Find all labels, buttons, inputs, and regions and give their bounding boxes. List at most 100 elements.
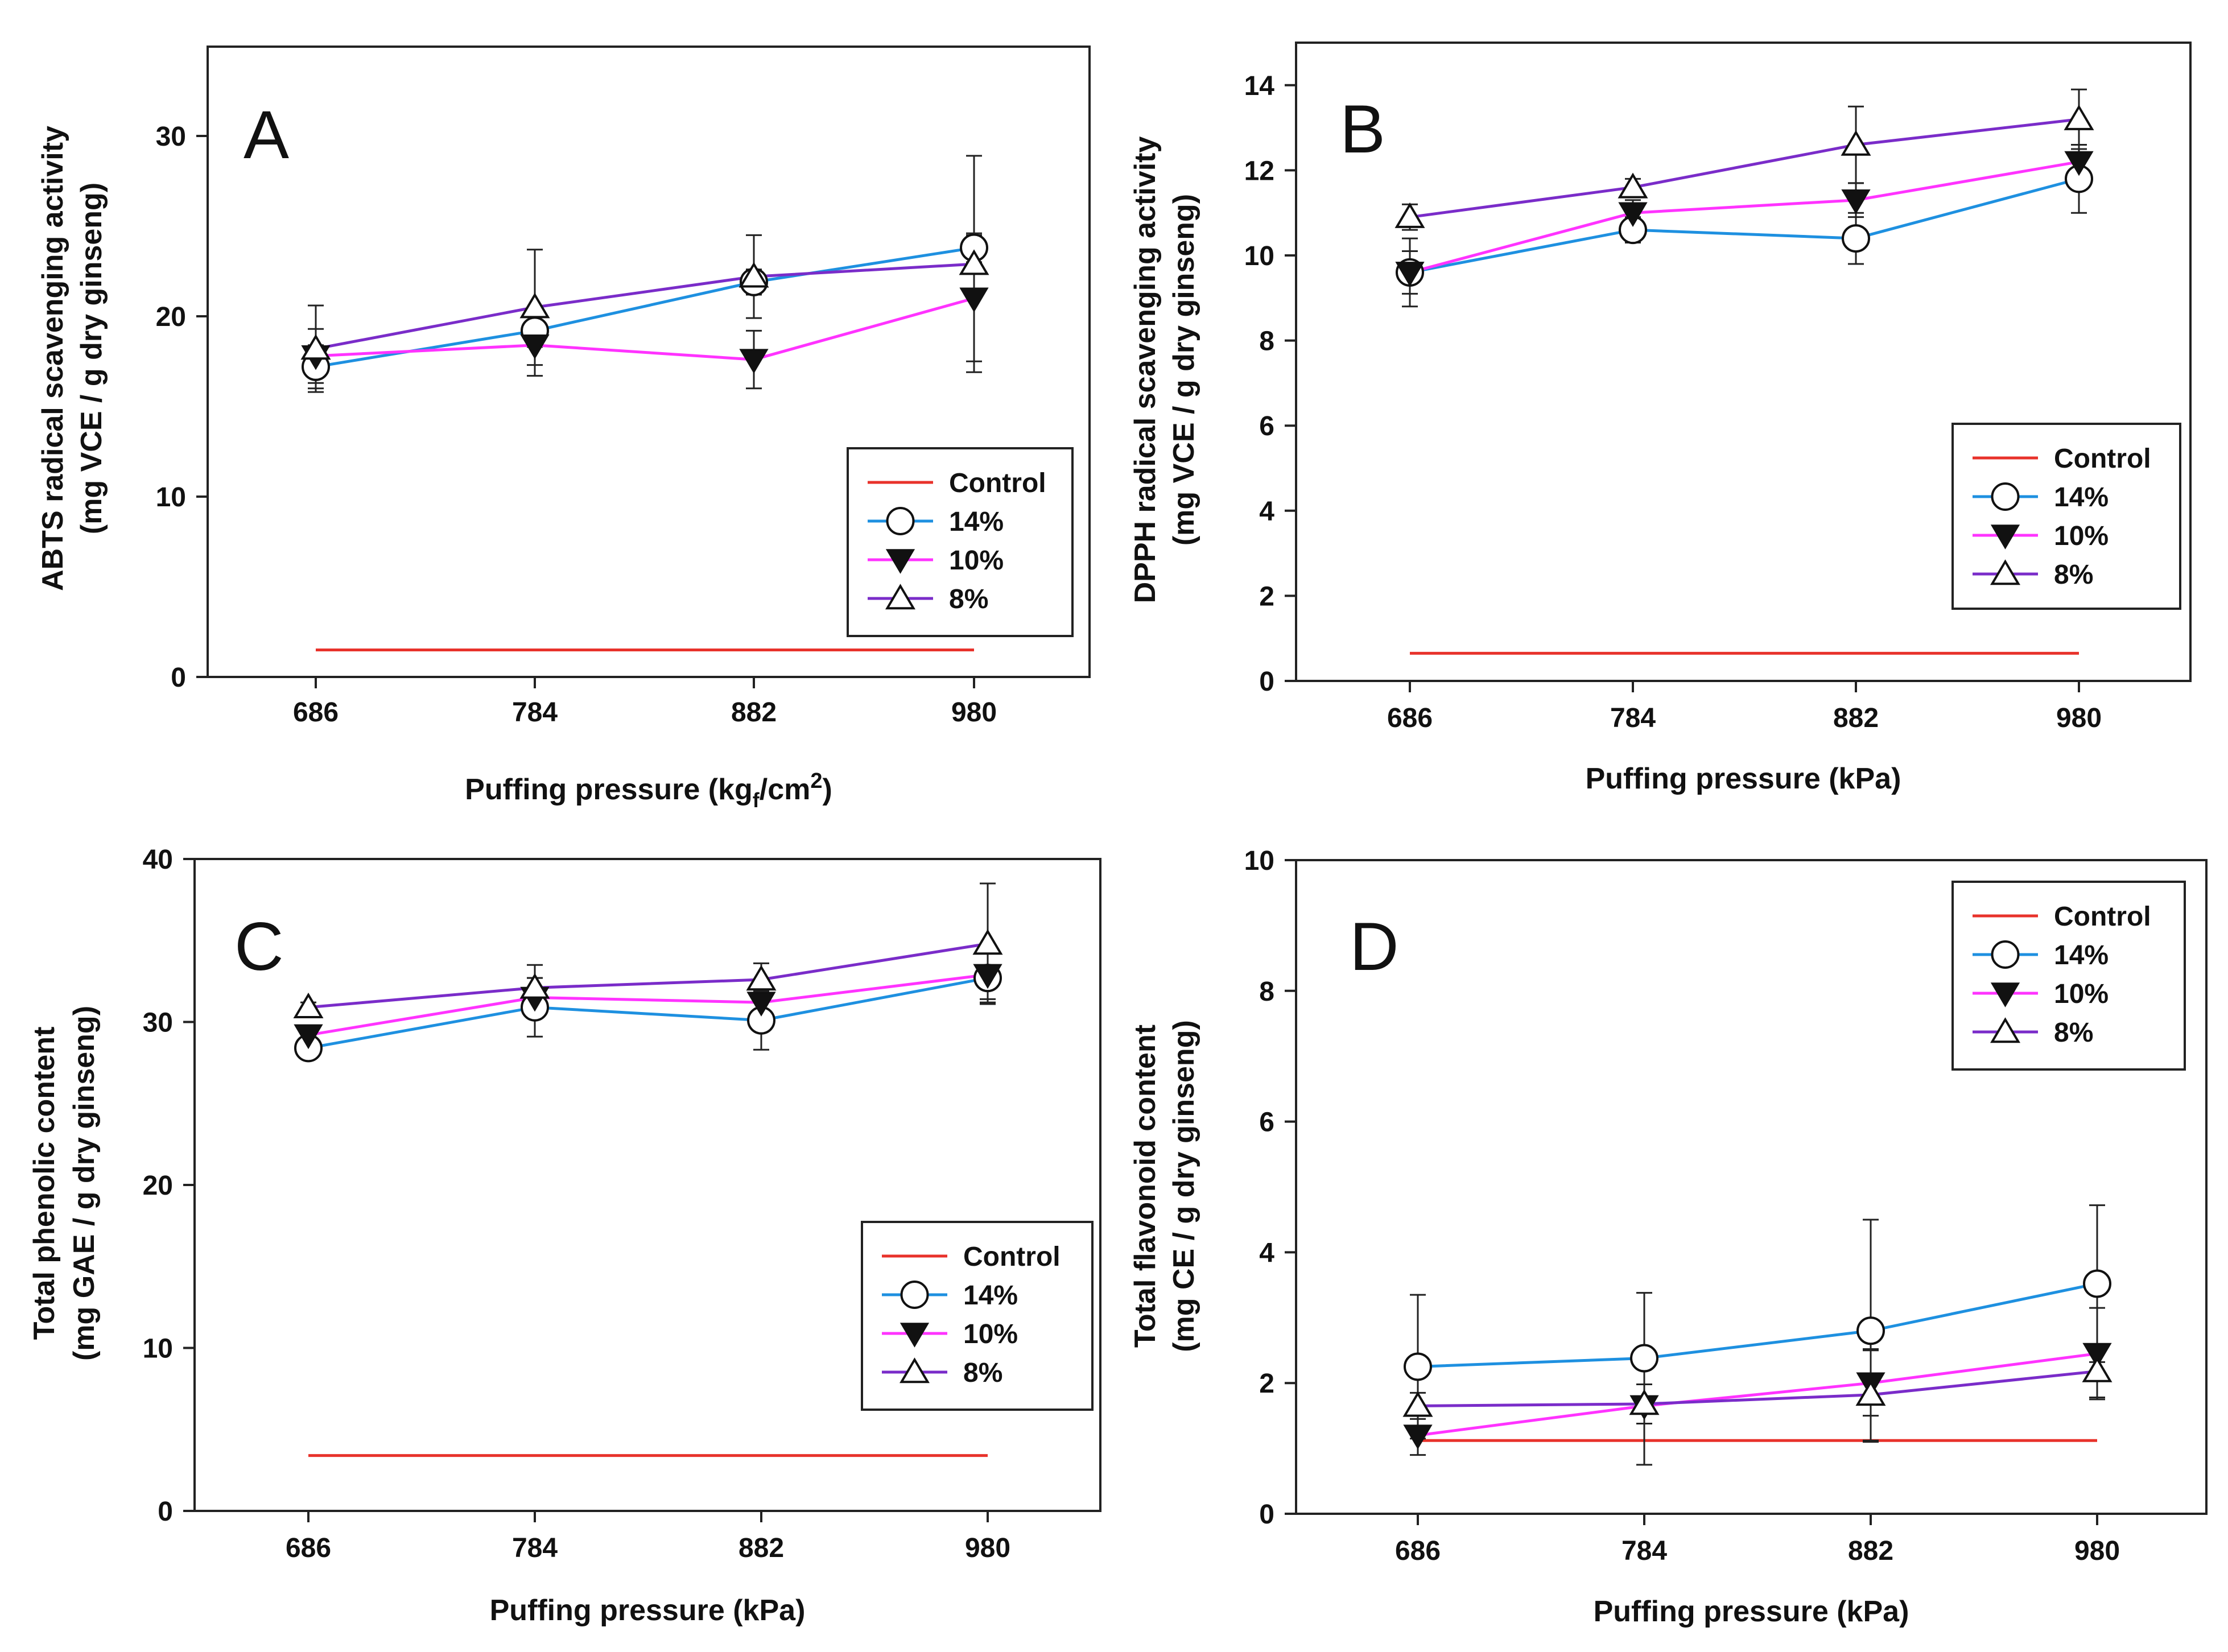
plot-area [293,882,1003,1457]
x-tick-label: 882 [1848,1536,1893,1566]
y-tick-label: 30 [143,1008,173,1038]
legend-label: 10% [2054,521,2109,551]
legend-box [847,447,1074,637]
legend: Control 14% 10% 8% [1951,423,2181,610]
point-10pct [1395,262,1425,287]
point-8pct [746,965,777,991]
x-tick-label: 784 [512,1533,558,1563]
legend-box [1951,881,2186,1071]
y-tick-label: 2 [1259,1369,1274,1399]
y-tick-label: 30 [156,122,186,152]
point-8pct [1402,1391,1433,1417]
y-tick-label: 0 [158,1497,173,1527]
legend-label: 10% [949,546,1004,576]
legend-marker [1990,559,2020,585]
legend-marker [1991,940,2020,969]
legend-marker [1991,482,2020,511]
legend-label: 14% [2054,482,2109,513]
legend-marker [900,1323,930,1348]
point-8pct [300,334,331,360]
y-axis: 0 2 4 6 8 10 12 14 DPPH radical scavenging activ… [1129,71,1296,697]
series-14pct-line [308,976,988,1050]
y-axis-title: Total phenolic content [28,1027,61,1340]
x-tick-label: 980 [965,1533,1010,1563]
legend-label: Control [2054,902,2151,932]
y-tick-label: 4 [1259,497,1274,527]
y-tick-label: 10 [1244,846,1274,876]
point-10pct [746,992,776,1017]
x-axis: 686 784 882 980 Puffing pressure (kgf/cm2) [293,677,997,812]
legend-marker [1990,1017,2020,1043]
series-14pct-line [1409,177,2080,274]
legend-marker [885,584,915,610]
point-10pct [959,287,989,313]
y-tick-label: 10 [156,482,186,513]
y-axis-title-units: (mg CE / g dry ginseng) [1167,1020,1200,1352]
plot-frame [1295,42,2192,682]
legend-box [1951,423,2181,610]
y-tick-label: 12 [1244,156,1274,186]
y-axis-title-units: (mg VCE / g dry ginseng) [75,183,108,534]
y-tick-label: 14 [1244,71,1275,101]
legend-marker [900,1281,929,1309]
y-tick-label: 10 [1244,241,1274,271]
plot-area [1394,88,2094,655]
point-8pct [2064,104,2094,130]
y-tick-label: 0 [1259,667,1274,697]
panel-c: C 0 10 20 30 40 Total phenolic content (mg GAE… [28,845,1101,1627]
legend: Control 14% 10% 8% [1951,881,2186,1071]
point-10pct [1403,1424,1433,1449]
x-axis-title: Puffing pressure (kPa) [1586,762,1901,795]
x-tick-label: 980 [2056,703,2102,733]
legend-label: 10% [2054,979,2109,1009]
legend-box [861,1221,1094,1411]
point-8pct [519,973,550,999]
y-tick-label: 6 [1259,411,1274,441]
y-tick-label: 4 [1259,1238,1274,1268]
plot-frame [1295,859,2208,1515]
x-tick-label: 980 [2074,1536,2120,1566]
y-axis: 0 2 4 6 8 10 Total flavonoid content (mg CE / g… [1129,846,1296,1530]
legend: Control 14% 10% 8% [861,1221,1094,1411]
y-axis: 0 10 20 30 ABTS radical scavenging activity(… [36,122,208,693]
point-10pct [294,1024,323,1050]
x-axis-title: Puffing pressure (kgf/cm2) [465,769,832,812]
plot-frame [207,46,1091,678]
x-axis-title: Puffing pressure (kPa) [1594,1595,1909,1628]
x-tick-label: 784 [512,697,558,728]
series-8pct-line [1409,118,2080,219]
series-8pct-line [315,262,975,350]
x-tick-label: 784 [1610,703,1656,733]
panel-a: A 0 10 20 30 ABTS radical scavenging activit… [36,46,1091,812]
x-tick-label: 686 [1395,1536,1441,1566]
panel-letter-a: A [244,97,289,173]
y-tick-label: 0 [1259,1500,1274,1530]
x-axis-title: Puffing pressure (kPa) [490,1594,806,1627]
point-10pct [520,334,550,360]
y-axis-title: ABTS radical scavenging activity [36,126,69,591]
series-10pct-line [1417,1352,2098,1437]
legend-label: 14% [949,507,1004,537]
legend-label: Control [963,1242,1061,1272]
panel-d: D 0 2 4 6 8 10 Total flavonoid content (mg CE /… [1129,846,2208,1628]
y-axis: 0 10 20 30 40 Total phenolic content (mg GAE /… [28,845,195,1527]
point-8pct [959,249,989,275]
panel-letter-c: C [234,908,284,985]
point-10pct [2082,1343,2112,1368]
y-tick-label: 20 [143,1171,173,1201]
legend-label: 8% [2054,560,2093,590]
point-14pct [1842,224,1870,253]
y-axis-title: Total flavonoid content [1129,1025,1162,1348]
legend-label: 14% [2054,940,2109,970]
y-tick-label: 6 [1259,1108,1274,1138]
series-8pct-line [308,942,988,1009]
x-tick-label: 686 [293,697,339,728]
point-10pct [973,964,1002,989]
plot-area [1402,1204,2113,1466]
point-8pct [1855,1380,1886,1406]
legend-label: 8% [2054,1018,2093,1048]
y-tick-label: 8 [1259,977,1274,1007]
legend-label: 8% [949,584,988,614]
y-tick-label: 0 [171,663,186,693]
